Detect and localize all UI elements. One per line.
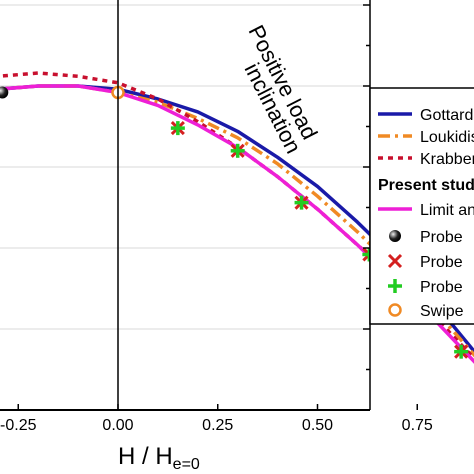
x-axis-title-main: H / H [118, 443, 173, 470]
legend-swatch2-2 [387, 253, 403, 269]
legend-label-2: Krabbenhoft [420, 151, 474, 168]
x-axis-title: H / He=0 [118, 443, 200, 473]
probe-plus-point-6 [454, 344, 469, 359]
x-tick-label-2: 0.00 [102, 417, 133, 434]
x-tick-label-5: 0.75 [402, 417, 433, 434]
legend2-label-1: Probe [420, 229, 463, 246]
legend-label-0: Gottardi [420, 107, 474, 124]
legend-label-1: Loukidis [420, 129, 474, 146]
x-tick-label-1: -0.25 [0, 417, 37, 434]
legend2-label-2: Probe [420, 254, 463, 271]
legend-swatch2-1 [389, 230, 401, 242]
probe-plus-point-1 [170, 121, 185, 136]
tick-labels: -0.50-0.250.000.250.500.751.001.25 [0, 417, 433, 434]
probe-sphere-point-0 [0, 86, 9, 99]
legend-swatch2-4 [388, 303, 402, 317]
probe-plus-point-2 [230, 143, 245, 158]
legend-header: Present study [378, 177, 474, 194]
probe-plus-point-3 [294, 195, 309, 210]
x-tick-label-4: 0.50 [302, 417, 333, 434]
legend-swatch2-3 [388, 279, 402, 293]
series-line-2 [0, 71, 474, 361]
legend2-label-3: Probe [420, 279, 463, 296]
x-tick-label-3: 0.25 [202, 417, 233, 434]
legend2-label-0: Limit analysis [420, 202, 474, 219]
legend2-label-4: Swipe [420, 303, 464, 320]
legend: Gottardi Loukidis Krabbenhoft Present study… [369, 87, 474, 325]
x-axis-title-sub: e=0 [173, 456, 200, 473]
legend-box [369, 87, 474, 325]
